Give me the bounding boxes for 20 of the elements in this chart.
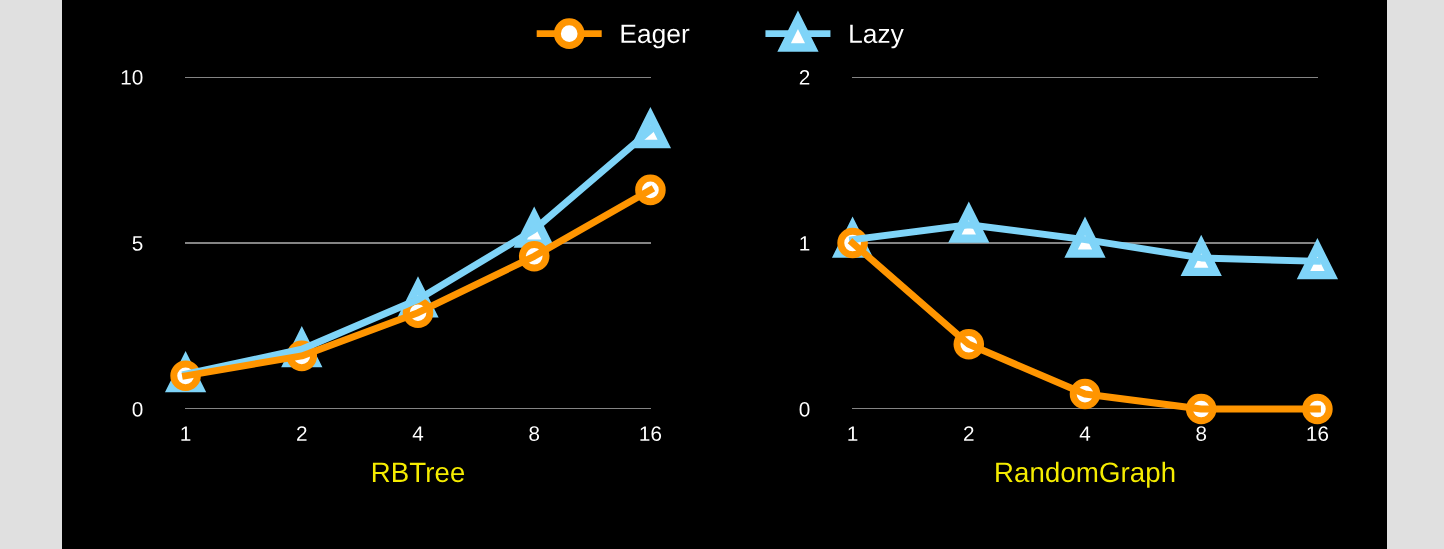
x-tick-label: 8	[1196, 426, 1207, 441]
y-tick-label: 5	[132, 236, 143, 251]
legend-label: Eager	[621, 24, 690, 49]
x-tick-label: 2	[297, 426, 307, 441]
y-tick-label: 1	[800, 236, 810, 251]
y-tick-label: 0	[799, 402, 810, 417]
x-tick-label: 16	[1307, 426, 1329, 441]
x-tick-label: 4	[1079, 426, 1091, 441]
x-axis-title: RBTree	[372, 462, 465, 483]
y-tick-label: 0	[132, 402, 143, 417]
legend-label: Lazy	[850, 24, 904, 49]
x-tick-label: 4	[412, 426, 424, 441]
x-tick-label: 1	[848, 426, 858, 441]
x-tick-label: 2	[964, 426, 974, 441]
x-axis-title: RandomGraph	[996, 461, 1175, 488]
y-tick-label: 2	[799, 70, 810, 85]
y-tick-label: 10	[121, 70, 143, 85]
x-tick-label: 8	[529, 426, 540, 441]
x-tick-label: 16	[640, 426, 662, 441]
x-tick-label: 1	[181, 426, 191, 441]
